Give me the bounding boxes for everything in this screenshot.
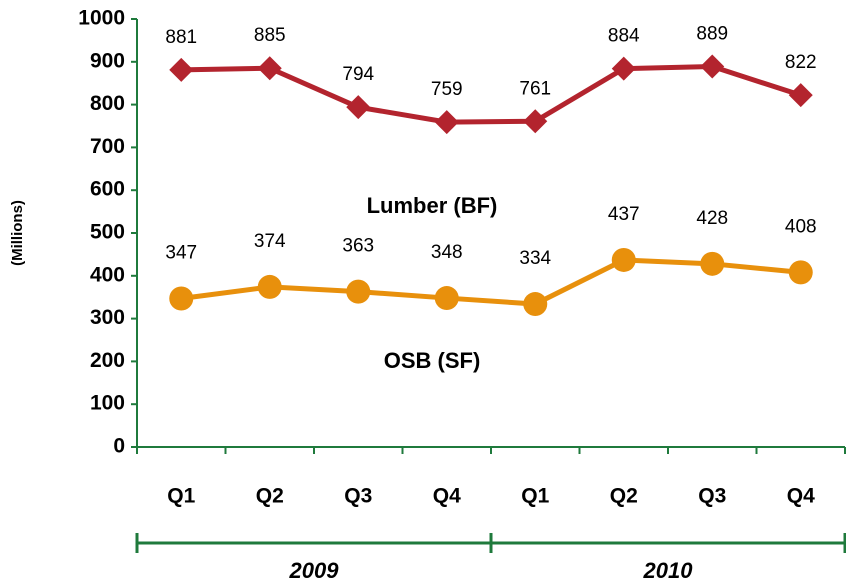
marker xyxy=(523,109,548,134)
marker xyxy=(700,54,725,79)
y-tick-label: 500 xyxy=(90,221,125,244)
group-label: 2009 xyxy=(289,558,340,583)
group-label: 2010 xyxy=(643,558,694,583)
y-tick-label: 800 xyxy=(90,92,125,115)
data-label: 794 xyxy=(342,64,374,85)
marker xyxy=(257,274,282,299)
x-tick-label: Q4 xyxy=(787,485,815,508)
data-label: 761 xyxy=(519,78,551,99)
y-tick-label: 200 xyxy=(90,349,125,372)
marker xyxy=(257,56,282,81)
series-line xyxy=(180,257,801,307)
marker xyxy=(346,279,371,304)
data-label: 884 xyxy=(608,26,640,47)
series-label: OSB (SF) xyxy=(384,348,481,373)
data-label: 334 xyxy=(519,248,551,269)
x-tick-label: Q3 xyxy=(344,485,372,508)
x-tick-label: Q1 xyxy=(167,485,195,508)
marker xyxy=(434,110,459,135)
data-label: 437 xyxy=(608,204,640,225)
series-line xyxy=(181,63,802,125)
marker xyxy=(346,95,371,120)
x-tick-label: Q2 xyxy=(610,485,638,508)
data-label: 885 xyxy=(254,25,286,46)
x-tick-label: Q2 xyxy=(256,485,284,508)
marker xyxy=(611,247,636,272)
y-tick-label: 100 xyxy=(90,392,125,415)
x-tick-label: Q1 xyxy=(521,485,549,508)
marker xyxy=(523,292,548,317)
marker xyxy=(169,57,194,82)
y-tick-label: 0 xyxy=(113,435,125,458)
x-tick-label: Q4 xyxy=(433,485,461,508)
y-axis-label: (Millions) xyxy=(9,200,26,266)
y-tick-label: 900 xyxy=(90,49,125,72)
marker xyxy=(788,83,813,108)
data-label: 822 xyxy=(785,52,817,73)
y-tick-label: 400 xyxy=(90,263,125,286)
data-label: 363 xyxy=(342,236,374,257)
data-label: 347 xyxy=(165,242,197,263)
y-tick-label: 600 xyxy=(90,178,125,201)
data-label: 889 xyxy=(696,24,728,45)
marker xyxy=(788,260,813,285)
data-label: 408 xyxy=(785,216,817,237)
marker xyxy=(169,286,194,311)
marker xyxy=(611,56,636,81)
data-label: 428 xyxy=(696,208,728,229)
marker xyxy=(700,251,725,276)
data-label: 759 xyxy=(431,79,463,100)
series-label: Lumber (BF) xyxy=(367,193,498,218)
y-tick-label: 300 xyxy=(90,306,125,329)
data-label: 348 xyxy=(431,242,463,263)
data-label: 374 xyxy=(254,231,286,252)
data-label: 881 xyxy=(165,27,197,48)
x-tick-label: Q3 xyxy=(698,485,726,508)
y-tick-label: 700 xyxy=(90,135,125,158)
y-tick-label: 1000 xyxy=(78,7,125,30)
marker xyxy=(434,286,459,311)
